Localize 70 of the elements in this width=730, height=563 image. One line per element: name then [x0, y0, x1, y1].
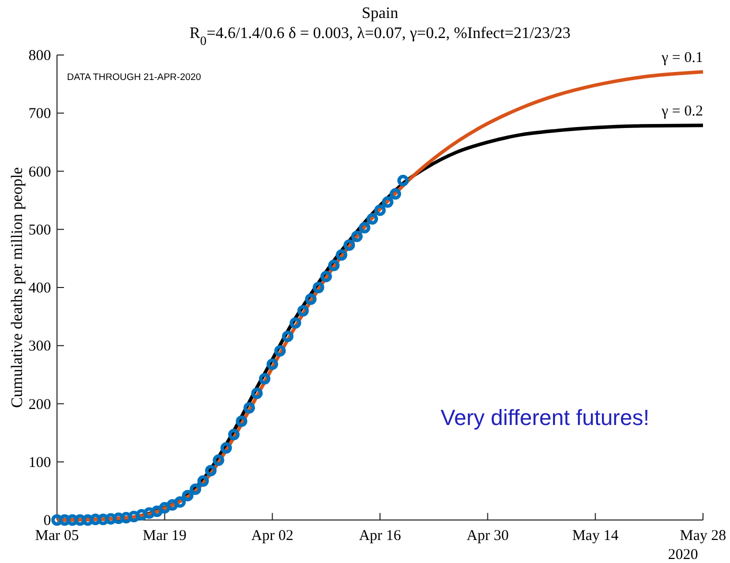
point: [343, 239, 355, 251]
point: [51, 514, 63, 526]
y-tick-label: 300: [28, 338, 51, 355]
y-axis-title: Cumulative deaths per million people: [9, 167, 26, 408]
point: [158, 502, 170, 514]
point: [58, 514, 70, 526]
chart-subtitle: R$_{0}$=4.6/1.4/0.6 δ = 0.003, λ=0.07, γ=0.2, %Infect=21/23/23: [190, 25, 570, 48]
point: [266, 358, 278, 370]
point: [82, 514, 94, 526]
y-tick-label: 200: [28, 396, 51, 413]
point: [397, 174, 409, 186]
point: [320, 270, 332, 282]
y-tick-label: 800: [28, 48, 51, 64]
y-tick-label: 400: [28, 280, 51, 296]
point: [258, 373, 270, 385]
x-tick-label: May 14: [572, 528, 619, 544]
x-tick-label: Apr 30: [466, 528, 509, 544]
point: [182, 490, 194, 502]
x-tick-label: Mar 05: [35, 528, 79, 544]
point: [312, 282, 324, 294]
annotation: DATA THROUGH 21-APR-2020: [67, 72, 202, 83]
point: [66, 514, 78, 526]
x-tick-label: Apr 16: [358, 528, 402, 544]
y-tick-label: 700: [28, 106, 51, 122]
point: [190, 483, 202, 495]
point: [144, 507, 156, 519]
y-tick-label: 0: [44, 513, 51, 529]
y-tick-label: 600: [28, 164, 51, 180]
point: [297, 305, 309, 316]
x-tick-label: Mar 19: [142, 528, 187, 544]
point: [336, 249, 348, 261]
point: [228, 428, 240, 440]
series-label: γ = 0.1: [660, 50, 703, 66]
point: [251, 388, 263, 400]
point: [212, 454, 224, 466]
point: [328, 260, 340, 272]
point: [390, 188, 402, 200]
point: [112, 512, 124, 524]
point: [105, 513, 117, 525]
point: [236, 415, 248, 427]
point: [174, 496, 186, 508]
point: [366, 213, 378, 225]
point: [305, 293, 317, 305]
x-tick-label: Apr 02: [251, 528, 294, 544]
point: [282, 330, 294, 342]
y-tick-label: 100: [28, 454, 51, 471]
point: [136, 509, 148, 521]
point: [244, 402, 256, 414]
point: [74, 514, 86, 526]
point: [358, 222, 370, 234]
point: [205, 464, 217, 476]
point: [351, 230, 363, 242]
point: [97, 514, 109, 526]
point: [220, 442, 232, 454]
point: [290, 317, 302, 329]
annotation: Very different futures!: [440, 405, 650, 430]
point: [151, 506, 163, 518]
series-label: γ = 0.2: [660, 103, 703, 120]
point: [197, 475, 209, 487]
x-tick-label: May 28: [680, 528, 726, 544]
text: 2020: [668, 547, 698, 563]
point: [166, 499, 178, 511]
chart-title: Spain: [362, 5, 398, 22]
point: [382, 196, 394, 208]
y-tick-label: 500: [28, 222, 51, 238]
point: [274, 345, 286, 357]
point: [374, 204, 386, 216]
point: [120, 512, 132, 524]
point: [90, 514, 102, 526]
point: [128, 510, 140, 522]
